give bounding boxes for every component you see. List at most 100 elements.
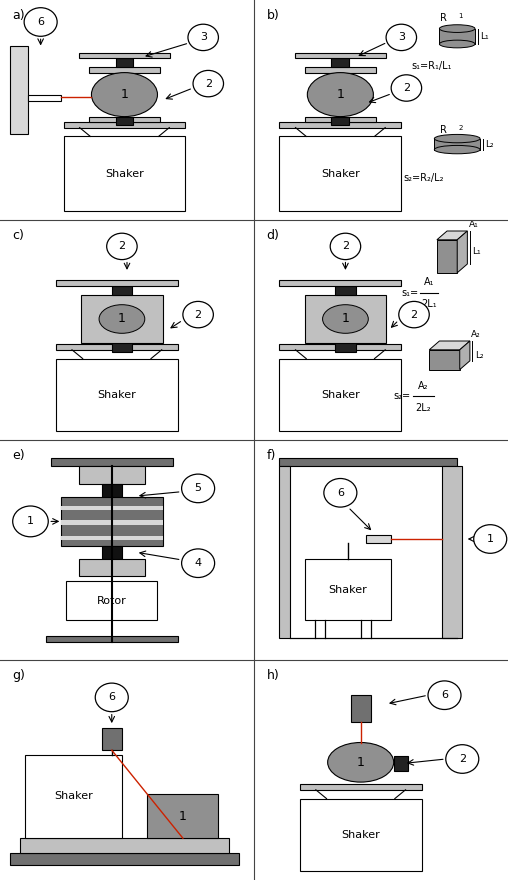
Bar xyxy=(305,116,376,122)
Text: 1: 1 xyxy=(118,312,126,326)
Circle shape xyxy=(330,233,361,260)
Text: R: R xyxy=(440,12,447,23)
Text: 2: 2 xyxy=(205,78,212,89)
Text: Shaker: Shaker xyxy=(329,584,367,595)
Bar xyxy=(305,295,386,343)
Text: g): g) xyxy=(13,669,25,682)
Text: 6: 6 xyxy=(337,488,344,498)
Text: e): e) xyxy=(13,449,25,462)
Text: 1: 1 xyxy=(357,756,365,769)
Bar xyxy=(79,466,145,484)
Bar xyxy=(295,53,386,58)
Text: b): b) xyxy=(267,9,279,22)
Circle shape xyxy=(182,549,214,577)
Text: 2: 2 xyxy=(118,241,125,252)
Text: s₁=: s₁= xyxy=(401,288,419,297)
Text: 2: 2 xyxy=(403,83,410,93)
Bar xyxy=(102,546,122,559)
Text: 1: 1 xyxy=(179,810,187,823)
Bar xyxy=(351,695,371,722)
Bar xyxy=(51,458,173,466)
Circle shape xyxy=(446,744,479,774)
Text: 3: 3 xyxy=(398,33,405,42)
Bar xyxy=(64,122,185,128)
Text: 2L₁: 2L₁ xyxy=(422,299,437,309)
Bar xyxy=(115,116,133,125)
Ellipse shape xyxy=(434,145,480,154)
Bar xyxy=(279,122,401,128)
Ellipse shape xyxy=(91,72,157,116)
Text: R: R xyxy=(440,125,447,135)
Bar xyxy=(61,506,163,510)
Polygon shape xyxy=(457,231,467,273)
Bar xyxy=(332,116,350,125)
Circle shape xyxy=(96,683,128,712)
Bar xyxy=(112,343,132,352)
Bar xyxy=(335,286,356,295)
Bar xyxy=(25,754,122,838)
Text: A₂: A₂ xyxy=(418,380,428,391)
Text: 1: 1 xyxy=(120,88,129,101)
Bar xyxy=(56,359,178,431)
Bar xyxy=(394,756,408,771)
Bar xyxy=(429,349,460,370)
Text: 2: 2 xyxy=(342,241,349,252)
Bar xyxy=(305,67,376,72)
Bar xyxy=(279,466,290,638)
Bar xyxy=(147,794,218,838)
Bar xyxy=(279,281,401,286)
Bar xyxy=(46,635,178,642)
Bar xyxy=(300,784,422,790)
Bar xyxy=(305,559,391,620)
Circle shape xyxy=(399,301,429,327)
Bar xyxy=(20,838,229,853)
Text: 1: 1 xyxy=(487,534,494,544)
Bar xyxy=(28,94,61,101)
Circle shape xyxy=(182,474,214,502)
Bar xyxy=(66,581,157,620)
Text: Shaker: Shaker xyxy=(321,390,360,400)
Bar xyxy=(434,138,480,150)
Bar xyxy=(64,136,185,211)
Text: 2: 2 xyxy=(459,754,466,764)
Text: Shaker: Shaker xyxy=(341,830,380,840)
Circle shape xyxy=(188,24,218,50)
Bar xyxy=(56,281,178,286)
Bar xyxy=(102,729,122,750)
Ellipse shape xyxy=(99,304,145,334)
Text: Rotor: Rotor xyxy=(97,596,126,605)
Ellipse shape xyxy=(328,743,394,782)
Text: s₂=R₂/L₂: s₂=R₂/L₂ xyxy=(404,173,444,183)
Circle shape xyxy=(474,524,507,554)
Text: 6: 6 xyxy=(441,690,448,700)
Polygon shape xyxy=(429,341,470,349)
Bar xyxy=(56,344,178,349)
Text: L₁: L₁ xyxy=(472,247,481,256)
Circle shape xyxy=(193,70,224,97)
Bar xyxy=(300,799,422,871)
Text: 1: 1 xyxy=(341,312,350,326)
Bar xyxy=(112,286,132,295)
Text: A₂: A₂ xyxy=(471,330,481,339)
Ellipse shape xyxy=(307,72,373,116)
Text: f): f) xyxy=(267,449,276,462)
Bar xyxy=(102,484,122,497)
Bar xyxy=(279,344,401,349)
Bar xyxy=(81,295,163,343)
Text: h): h) xyxy=(267,669,279,682)
Bar xyxy=(61,520,163,524)
Circle shape xyxy=(386,24,417,50)
Text: Shaker: Shaker xyxy=(105,169,144,179)
Text: 6: 6 xyxy=(37,17,44,27)
Text: 2: 2 xyxy=(195,310,202,319)
Polygon shape xyxy=(437,231,467,239)
Circle shape xyxy=(24,8,57,36)
Text: 2: 2 xyxy=(410,310,418,319)
Bar xyxy=(279,458,457,466)
Bar xyxy=(279,136,401,211)
Bar xyxy=(115,58,133,67)
Bar xyxy=(79,559,145,576)
Circle shape xyxy=(13,506,48,537)
Text: s₁=R₁/L₁: s₁=R₁/L₁ xyxy=(411,61,452,71)
Circle shape xyxy=(391,75,422,101)
